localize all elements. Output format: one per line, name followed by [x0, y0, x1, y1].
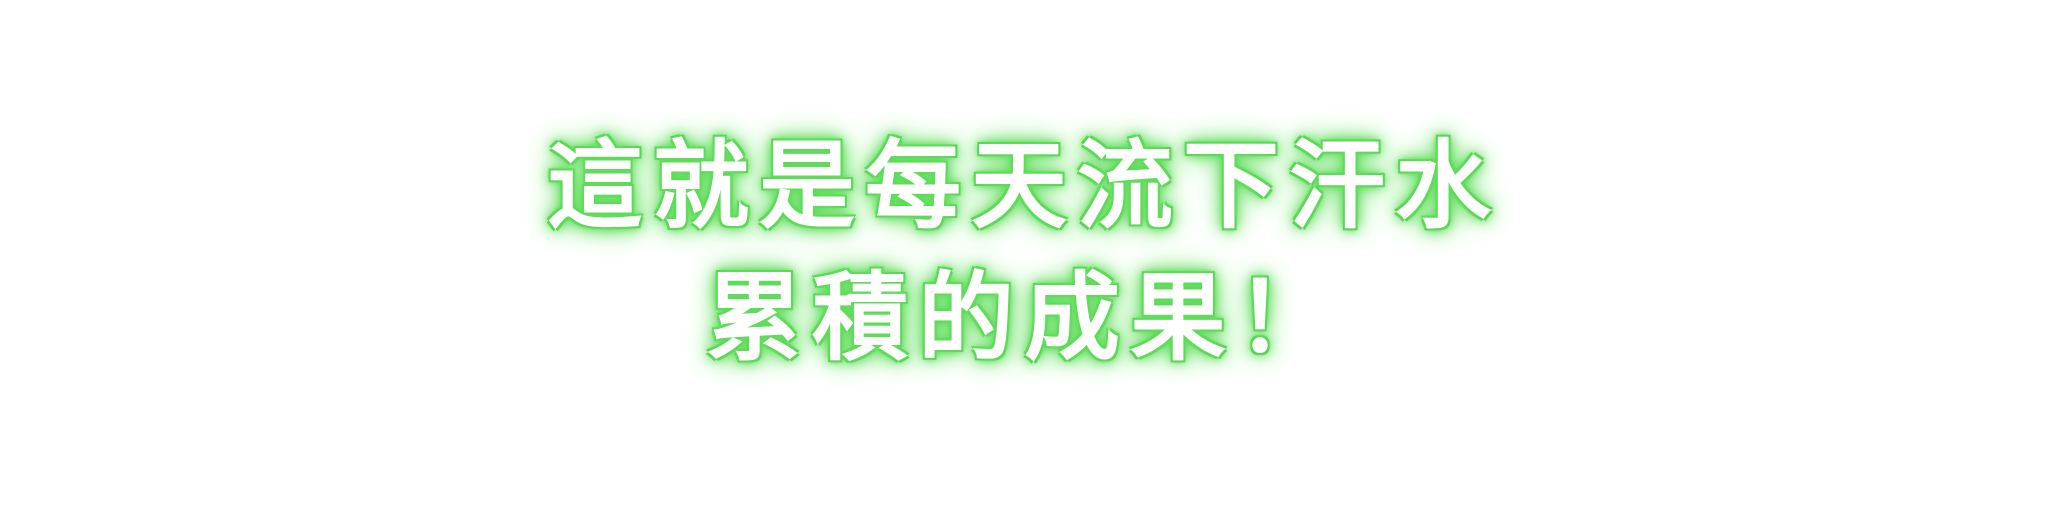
caption-line-1: 這就是每天流下汗水 — [547, 130, 1501, 242]
caption-line-2: 累積的成果！ — [706, 262, 1342, 374]
caption-block: 這就是每天流下汗水 累積的成果！ — [547, 127, 1501, 377]
